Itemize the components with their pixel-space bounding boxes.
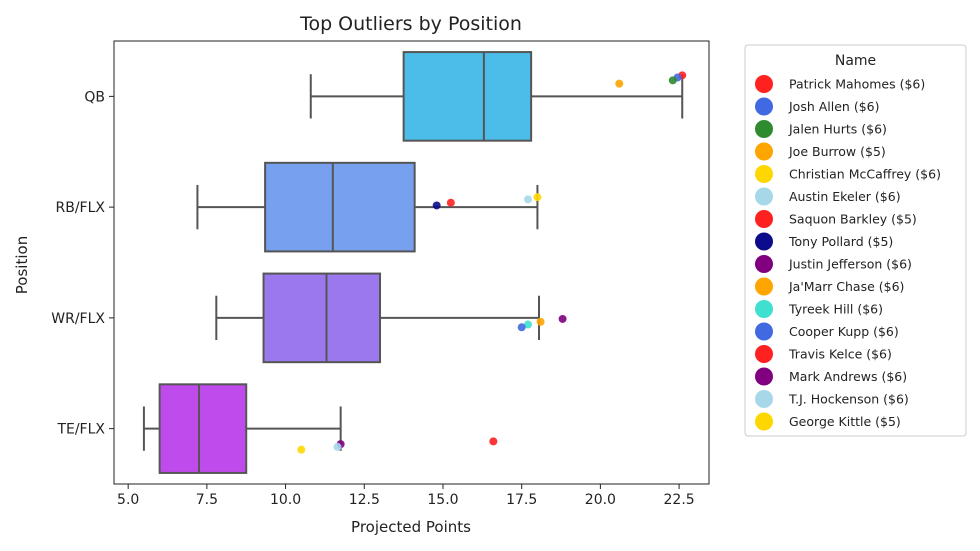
- chart-title: Top Outliers by Position: [299, 13, 522, 35]
- legend-label: Travis Kelce ($6): [788, 347, 892, 362]
- x-tick-label: 7.5: [196, 492, 218, 508]
- point-tony-pollard-5: [432, 201, 441, 210]
- point-justin-jefferson-6: [558, 314, 567, 323]
- legend-label: Justin Jefferson ($6): [788, 257, 912, 272]
- point-cooper-kupp-6: [517, 323, 526, 332]
- plot-layer: 5.0 7.5 10.0 12.5 15.0 17.5 20.0 22.5 QB RB/FLX WR…: [51, 40, 710, 508]
- box-qb: [402, 51, 533, 142]
- box-rb-flx: [264, 161, 416, 253]
- legend-marker: [755, 322, 773, 341]
- point-tyreek-hill-6: [523, 320, 532, 329]
- legend-label: George Kittle ($5): [789, 414, 901, 429]
- legend-label: Christian McCaffrey ($6): [789, 167, 941, 182]
- legend-marker: [755, 120, 773, 138]
- plot-frame: [113, 40, 710, 485]
- legend-label: Austin Ekeler ($6): [789, 189, 901, 204]
- x-tick-label: 20.0: [585, 492, 616, 508]
- legend-label: Tony Pollard ($5): [788, 234, 893, 249]
- x-tick-label: 10.0: [270, 492, 301, 508]
- box-wr-flx: [262, 272, 382, 364]
- legend: Name Patrick Mahomes ($6) Josh Allen ($6) J…: [744, 44, 967, 437]
- y-tick-label: RB/FLX: [56, 200, 106, 216]
- x-tick-label: 12.5: [349, 492, 380, 508]
- legend-marker: [755, 232, 773, 251]
- point-t-j-hockenson-6: [333, 442, 342, 451]
- point-ja-marr-chase-6: [536, 317, 545, 326]
- point-austin-ekeler-6: [523, 195, 532, 204]
- y-tick-label: TE/FLX: [56, 422, 105, 438]
- y-tick-label: QB: [84, 89, 105, 105]
- legend-label: T.J. Hockenson ($6): [788, 392, 909, 407]
- legend-marker: [755, 255, 773, 273]
- legend-label: Cooper Kupp ($6): [789, 324, 899, 339]
- legend-marker: [755, 210, 773, 228]
- legend-frame: [744, 44, 967, 437]
- legend-marker: [755, 300, 773, 318]
- x-tick-label: 22.5: [664, 492, 695, 508]
- legend-marker: [755, 142, 773, 161]
- y-tick-label: WR/FLX: [51, 311, 105, 327]
- legend-label: Jalen Hurts ($6): [788, 122, 887, 137]
- point-saquon-barkley-5: [446, 198, 455, 207]
- legend-label: Joe Burrow ($5): [788, 144, 886, 159]
- legend-marker: [755, 367, 773, 386]
- legend-label: Ja'Marr Chase ($6): [788, 279, 904, 294]
- legend-label: Josh Allen ($6): [788, 99, 880, 114]
- x-axis-title: Projected Points: [351, 518, 471, 536]
- legend-marker: [755, 75, 773, 93]
- point-jalen-hurts-6: [668, 76, 677, 85]
- legend-label: Tyreek Hill ($6): [788, 302, 883, 317]
- legend-label: Patrick Mahomes ($6): [789, 77, 925, 92]
- legend-marker: [755, 412, 773, 431]
- legend-label: Mark Andrews ($6): [789, 369, 907, 384]
- point-travis-kelce-6: [489, 437, 498, 446]
- legend-marker: [755, 97, 773, 116]
- legend-marker: [755, 345, 773, 363]
- legend-marker: [755, 187, 773, 206]
- point-joe-burrow-5: [615, 79, 624, 88]
- point-george-kittle-5: [297, 445, 306, 454]
- legend-marker: [755, 277, 773, 296]
- x-tick-label: 17.5: [506, 492, 537, 508]
- legend-title: Name: [835, 53, 876, 69]
- x-tick-label: 5.0: [117, 492, 139, 508]
- legend-marker: [755, 165, 773, 183]
- box-te-flx: [158, 383, 248, 474]
- legend-marker: [755, 390, 773, 408]
- point-christian-mccaffrey-6: [533, 193, 542, 202]
- y-axis-title: Position: [13, 236, 31, 294]
- legend-label: Saquon Barkley ($5): [789, 212, 917, 227]
- x-tick-label: 15.0: [427, 492, 458, 508]
